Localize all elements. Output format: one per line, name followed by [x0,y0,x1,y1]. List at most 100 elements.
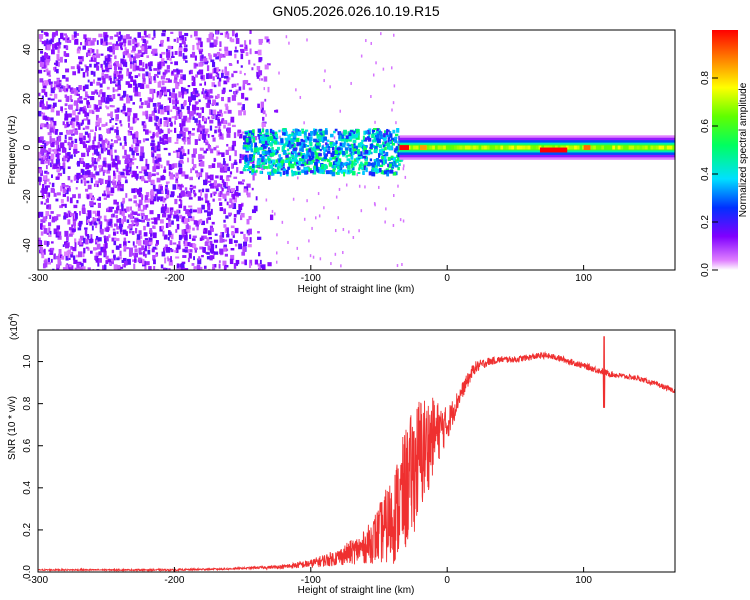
heatmap-noise-cell [83,34,87,39]
heatmap-noise-cell [117,156,120,161]
heatmap-noise-cell [266,38,270,43]
heatmap-noise-cell [91,48,95,53]
heatmap-noise-cell [234,192,239,196]
heatmap-noise-cell [167,110,170,115]
heatmap-noise-cell [95,239,100,243]
heatmap-noise-cell [145,71,149,77]
heatmap-transition-cell [311,159,315,164]
heatmap-transition-cell [247,161,250,166]
heatmap-noise-cell [84,227,88,230]
heatmap-transition-cell [243,135,247,140]
heatmap-noise-cell [221,187,224,192]
heatmap-noise-cell [162,197,166,203]
heatmap-noise-cell [87,95,90,99]
heatmap-noise-cell [56,192,61,196]
x-tick-label: 100 [575,575,592,586]
heatmap-transition-cell [375,135,380,141]
heatmap-noise-cell [112,228,116,231]
heatmap-transition-cell [375,131,379,135]
heatmap-transition-cell [334,149,339,155]
heatmap-noise-cell [93,247,97,251]
heatmap-transition-cell [291,132,294,136]
heatmap-noise-cell [96,40,99,45]
heatmap-noise-cell [67,219,71,225]
heatmap-noise-cell [184,36,187,41]
heatmap-noise-cell [101,123,106,127]
heatmap-noise-cell [158,123,162,127]
heatmap-noise-cell [127,225,131,229]
x-tick-label: -300 [28,575,48,586]
heatmap-noise-cell [48,182,51,185]
heatmap-noise-cell [172,184,177,190]
heatmap-noise-cell [97,141,100,148]
heatmap-faint-cell [323,79,325,83]
heatmap-noise-cell [134,75,138,79]
heatmap-noise-cell [191,75,195,81]
heatmap-noise-cell [79,235,84,241]
heatmap-noise-cell [38,92,41,97]
heatmap-transition-cell [364,158,368,162]
heatmap-transition-cell [341,142,346,148]
heatmap-noise-cell [87,134,90,138]
heatmap-core-cell [456,145,460,150]
heatmap-noise-cell [76,48,81,54]
heatmap-transition-cell [305,148,310,151]
heatmap-noise-cell [72,128,75,132]
heatmap-core-cell [642,145,646,150]
heatmap-noise-cell [191,51,196,57]
heatmap-noise-cell [188,216,192,219]
heatmap-transition-cell [314,151,317,155]
heatmap-noise-cell [236,60,239,64]
heatmap-noise-cell [101,178,104,185]
heatmap-noise-cell [220,32,224,36]
heatmap-noise-cell [104,56,108,62]
heatmap-transition-cell [249,156,253,161]
heatmap-noise-cell [150,217,154,220]
heatmap-noise-cell [40,247,44,253]
heatmap-noise-cell [43,228,48,234]
heatmap-noise-cell [135,227,138,234]
heatmap-transition-cell [324,130,328,135]
heatmap-transition-cell [326,158,331,163]
heatmap-noise-cell [196,106,200,111]
heatmap-noise-cell [106,184,111,188]
heatmap-noise-cell [151,248,155,253]
heatmap-noise-cell [188,100,191,106]
heatmap-noise-cell [122,51,127,55]
heatmap-core-cell [598,145,602,150]
heatmap-noise-cell [145,261,150,266]
heatmap-noise-cell [154,52,158,56]
heatmap-transition-cell [315,140,320,143]
heatmap-noise-cell [163,117,168,121]
heatmap-noise-cell [119,35,123,38]
heatmap-faint-cell [342,251,344,255]
heatmap-transition-cell [375,157,379,162]
heatmap-noise-cell [57,58,61,61]
heatmap-noise-cell [236,167,239,173]
heatmap-noise-cell [201,54,204,59]
heatmap-core-cell [464,145,468,150]
heatmap-transition-cell [373,149,378,154]
heatmap-noise-cell [46,171,50,175]
x-tick-label: -100 [301,575,321,586]
heatmap-noise-cell [254,51,259,54]
heatmap-noise-cell [43,69,46,73]
heatmap-noise-cell [148,116,153,122]
heatmap-noise-cell [81,207,86,214]
heatmap-noise-cell [200,75,204,80]
heatmap-noise-cell [116,205,120,211]
heatmap-noise-cell [180,183,183,187]
heatmap-noise-cell [44,185,49,191]
heatmap-noise-cell [41,30,44,33]
heatmap-noise-cell [185,60,188,63]
heatmap-noise-cell [91,238,94,243]
heatmap-faint-cell [306,38,308,42]
heatmap-transition-cell [315,154,320,160]
x-tick-label: 100 [575,273,592,284]
heatmap-noise-cell [174,115,178,120]
heatmap-noise-cell [97,117,102,124]
heatmap-transition-cell [399,159,402,163]
heatmap-noise-cell [44,262,48,268]
heatmap-noise-cell [101,67,104,70]
heatmap-noise-cell [47,97,51,101]
